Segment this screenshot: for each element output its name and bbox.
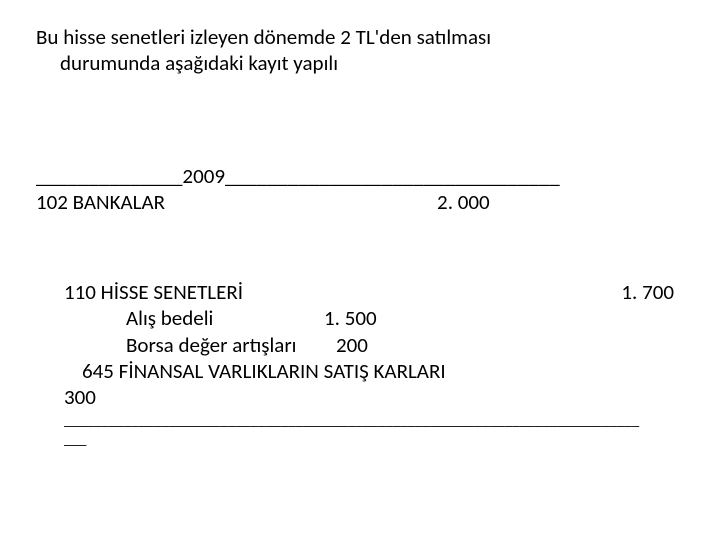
credit-row-1: 110 HİSSE SENETLERİ 1. 700: [64, 279, 684, 305]
credit-account-2: 645 FİNANSAL VARLIKLARIN SATIŞ KARLARI: [82, 358, 446, 384]
sub-row-1: Alış bedeli 1. 500: [126, 305, 684, 331]
credit-block: 110 HİSSE SENETLERİ 1. 700 Alış bedeli 1…: [36, 279, 684, 384]
sub-value-1: 1. 500: [324, 305, 377, 331]
slide-heading: Bu hisse senetleri izleyen dönemde 2 TL'…: [36, 24, 684, 77]
credit-amount-1: 1. 700: [621, 279, 684, 305]
debit-amount: 2. 000: [437, 189, 490, 215]
debit-account: 102 BANKALAR: [36, 189, 165, 215]
credit-row-2: 645 FİNANSAL VARLIKLARIN SATIŞ KARLARI: [64, 358, 684, 384]
sub-row-2: Borsa değer artışları 200: [126, 332, 684, 358]
credit-account-1: 110 HİSSE SENETLERİ: [64, 279, 243, 305]
sub-label-1: Alış bedeli: [126, 305, 324, 331]
heading-line-2: durumunda aşağıdaki kayıt yapılı: [36, 50, 684, 76]
sub-label-2: Borsa değer artışları: [126, 332, 336, 358]
journal-date-line: ______________2009______________________…: [36, 163, 684, 189]
closing-rule-2: ___: [64, 431, 684, 450]
credit-amount-2: 300: [36, 384, 684, 410]
credit-sub-lines: Alış bedeli 1. 500 Borsa değer artışları…: [64, 305, 684, 358]
heading-line-1: Bu hisse senetleri izleyen dönemde 2 TL'…: [36, 24, 684, 50]
closing-rule-1: ________________________________________…: [64, 412, 684, 431]
sub-value-2: 200: [336, 332, 368, 358]
debit-row: 102 BANKALAR 2. 000: [36, 189, 684, 215]
